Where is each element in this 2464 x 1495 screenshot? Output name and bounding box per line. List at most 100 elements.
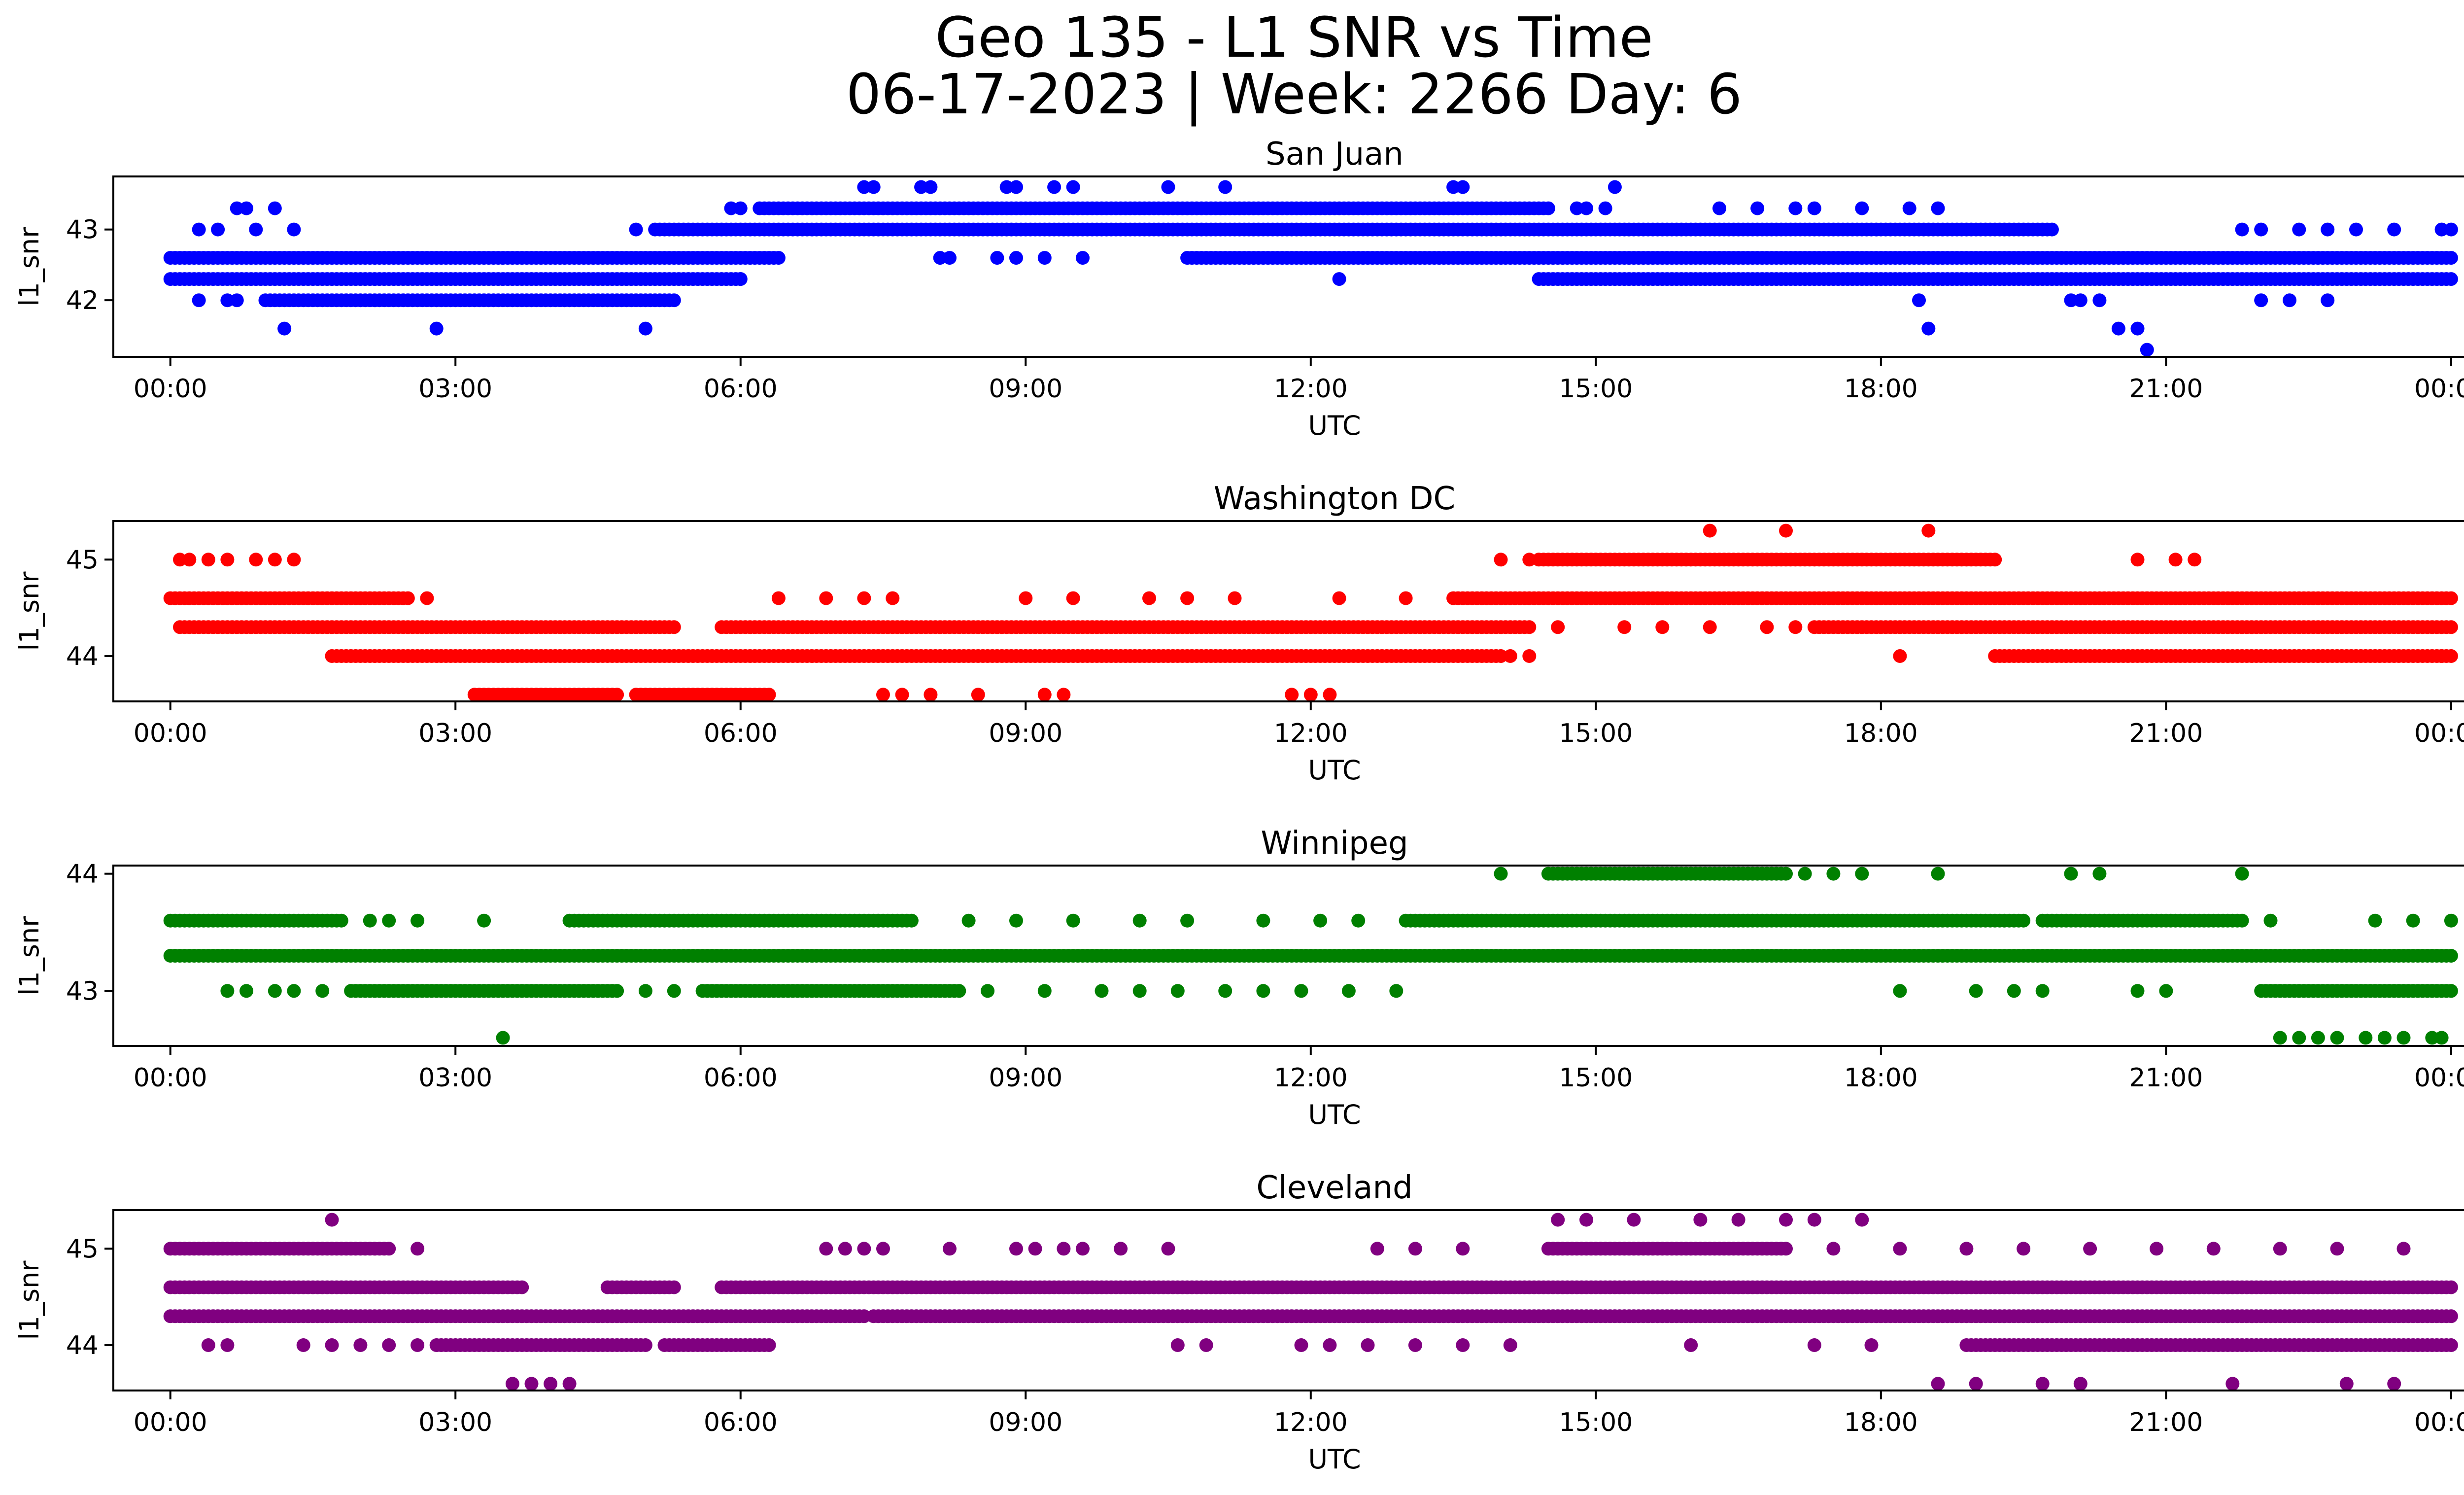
data-point	[334, 913, 348, 928]
data-point	[315, 984, 330, 998]
x-tick-label: 00:00	[134, 1408, 207, 1437]
data-point	[1541, 201, 1555, 215]
y-axis-label: l1_snr	[14, 916, 45, 996]
subplot-title: Winnipeg	[1261, 825, 1408, 862]
data-point	[2339, 1377, 2354, 1391]
data-point	[943, 251, 957, 265]
data-point	[2321, 293, 2335, 308]
data-point	[667, 1280, 681, 1294]
data-point	[2444, 222, 2458, 237]
data-point	[1551, 620, 1565, 634]
data-point	[363, 913, 377, 928]
data-point	[2330, 1242, 2344, 1256]
data-point	[201, 1338, 215, 1352]
data-point	[771, 591, 786, 605]
data-point	[2434, 649, 2449, 663]
data-point	[1180, 913, 1195, 928]
data-point	[1627, 1213, 1641, 1227]
data-point	[2292, 1031, 2306, 1045]
data-point	[1969, 984, 1983, 998]
data-point	[1285, 688, 1299, 702]
data-point	[999, 180, 1014, 194]
data-point	[2396, 1031, 2411, 1045]
figure-title-line-2: 06-17-2023 | Week: 2266 Day: 6	[846, 63, 1742, 127]
data-point	[2263, 913, 2278, 928]
data-point	[505, 1377, 519, 1391]
data-point	[382, 913, 396, 928]
data-point	[1361, 1338, 1375, 1352]
scatter-series	[163, 1213, 2458, 1391]
data-point	[724, 201, 738, 215]
data-point	[382, 1242, 396, 1256]
x-tick-label: 00:00	[134, 719, 207, 748]
data-point	[411, 913, 425, 928]
data-point	[2092, 293, 2107, 308]
data-point	[771, 251, 786, 265]
data-point	[1218, 984, 1232, 998]
data-point	[904, 913, 919, 928]
x-tick-label: 15:00	[1559, 719, 1633, 748]
data-point	[268, 553, 282, 567]
data-point	[1855, 201, 1869, 215]
x-axis-label: UTC	[1308, 410, 1361, 441]
data-point	[1009, 180, 1023, 194]
data-point	[1684, 1338, 1698, 1352]
x-tick-label: 15:00	[1559, 1063, 1633, 1093]
data-point	[1446, 180, 1461, 194]
data-point	[1408, 1338, 1422, 1352]
x-tick-label: 21:00	[2129, 719, 2203, 748]
data-point	[1057, 1242, 1071, 1256]
scatter-series	[163, 867, 2458, 1045]
x-tick-label: 03:00	[418, 1408, 492, 1437]
y-axis-label: l1_snr	[14, 1260, 45, 1340]
data-point	[866, 180, 881, 194]
data-point	[325, 1213, 339, 1227]
data-point	[1028, 1242, 1042, 1256]
data-point	[1047, 180, 1061, 194]
data-point	[1788, 201, 1803, 215]
x-tick-label: 09:00	[989, 1063, 1062, 1093]
data-point	[943, 1242, 957, 1256]
y-tick-label: 44	[66, 1331, 99, 1360]
data-point	[230, 201, 244, 215]
data-point	[1037, 984, 1052, 998]
data-point	[1389, 984, 1403, 998]
y-tick-label: 42	[66, 286, 99, 315]
data-point	[857, 1309, 871, 1323]
x-axis-label: UTC	[1308, 755, 1361, 786]
x-axis-label: UTC	[1308, 1099, 1361, 1130]
subplot-title: San Juan	[1266, 136, 1403, 173]
data-point	[2292, 222, 2306, 237]
x-tick-label: 03:00	[418, 374, 492, 404]
data-point	[2359, 1031, 2373, 1045]
x-tick-label: 21:00	[2129, 374, 2203, 404]
data-point	[876, 1242, 890, 1256]
data-point	[477, 913, 491, 928]
data-point	[2035, 1377, 2050, 1391]
data-point	[952, 984, 966, 998]
data-point	[429, 321, 444, 336]
data-point	[2444, 591, 2458, 605]
x-tick-label: 15:00	[1559, 1408, 1633, 1437]
data-point	[2387, 222, 2401, 237]
data-point	[2444, 1280, 2458, 1294]
data-point	[2311, 1031, 2325, 1045]
data-point	[1570, 201, 1584, 215]
data-point	[1902, 201, 1916, 215]
x-tick-label: 09:00	[989, 719, 1062, 748]
data-point	[638, 1338, 652, 1352]
data-point	[1760, 620, 1774, 634]
data-point	[1256, 913, 1270, 928]
x-tick-label: 21:00	[2129, 1408, 2203, 1437]
data-point	[1921, 321, 1936, 336]
data-point	[1494, 649, 1508, 663]
data-point	[1826, 1242, 1841, 1256]
data-point	[961, 913, 976, 928]
data-point	[192, 222, 206, 237]
data-point	[1313, 913, 1328, 928]
data-point	[667, 620, 681, 634]
data-point	[2283, 293, 2296, 308]
data-point	[230, 293, 244, 308]
x-tick-label: 00:00	[134, 1063, 207, 1093]
